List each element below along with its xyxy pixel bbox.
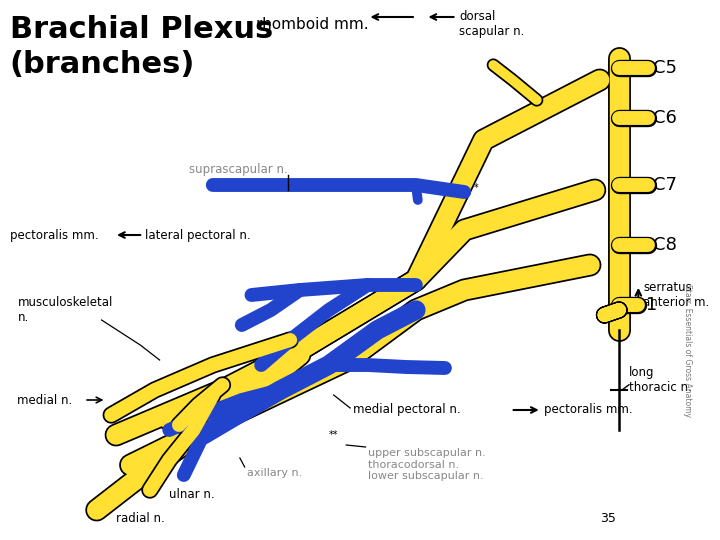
Text: serratus
anterior m.: serratus anterior m. bbox=[643, 281, 709, 309]
Text: Starr  Essentials of Gross Anatomy: Starr Essentials of Gross Anatomy bbox=[683, 284, 691, 416]
Text: dorsal
scapular n.: dorsal scapular n. bbox=[459, 10, 525, 38]
Text: radial n.: radial n. bbox=[116, 512, 165, 525]
Text: axillary n.: axillary n. bbox=[247, 468, 302, 478]
Text: C5: C5 bbox=[653, 59, 677, 77]
Text: **: ** bbox=[329, 430, 338, 440]
Text: T 1: T 1 bbox=[629, 296, 657, 314]
Text: C8: C8 bbox=[653, 236, 677, 254]
Text: rhomboid mm.: rhomboid mm. bbox=[256, 17, 369, 32]
Text: C7: C7 bbox=[653, 176, 677, 194]
Text: suprascapular n.: suprascapular n. bbox=[189, 164, 287, 177]
Text: pectoralis mm.: pectoralis mm. bbox=[9, 228, 99, 241]
Text: medial pectoral n.: medial pectoral n. bbox=[353, 403, 461, 416]
Text: 35: 35 bbox=[600, 512, 616, 525]
Text: C6: C6 bbox=[653, 109, 677, 127]
Text: ulnar n.: ulnar n. bbox=[169, 488, 215, 501]
Text: (branches): (branches) bbox=[9, 50, 195, 79]
Text: pectoralis mm.: pectoralis mm. bbox=[544, 403, 632, 416]
Text: lateral pectoral n.: lateral pectoral n. bbox=[145, 228, 251, 241]
Text: *: * bbox=[474, 183, 479, 193]
Text: Brachial Plexus: Brachial Plexus bbox=[9, 15, 273, 44]
Text: long
thoracic n.: long thoracic n. bbox=[629, 366, 691, 394]
Text: musculoskeletal
n.: musculoskeletal n. bbox=[17, 296, 113, 324]
Text: medial n.: medial n. bbox=[17, 394, 73, 407]
Text: upper subscapular n.
thoracodorsal n.
lower subscapular n.: upper subscapular n. thoracodorsal n. lo… bbox=[367, 448, 485, 481]
